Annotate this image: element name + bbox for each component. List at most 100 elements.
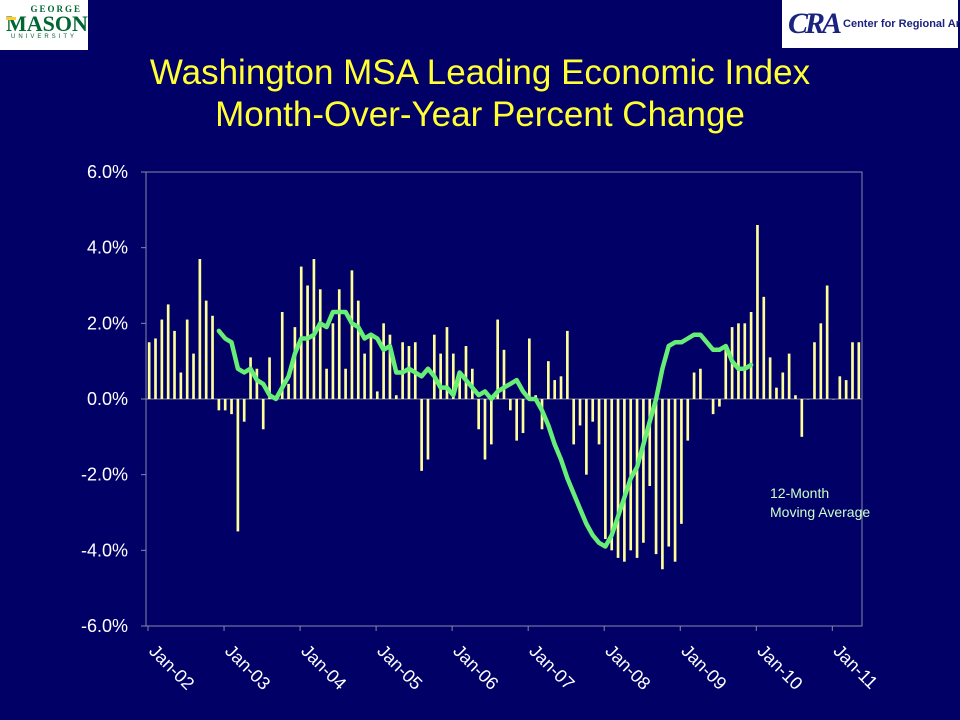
bar bbox=[775, 387, 778, 399]
bar bbox=[680, 399, 683, 524]
bar bbox=[451, 353, 455, 399]
logo-accent-bar bbox=[6, 17, 16, 20]
bar bbox=[217, 399, 221, 411]
logo-left-sub: UNIVERSITY bbox=[10, 34, 77, 40]
bar bbox=[306, 285, 309, 399]
x-tick-label: Jan-11 bbox=[829, 641, 881, 693]
bar bbox=[509, 399, 512, 411]
annotation-line: 12-Month bbox=[770, 485, 829, 501]
bar bbox=[147, 342, 151, 399]
bar bbox=[198, 259, 202, 399]
bar bbox=[566, 330, 569, 399]
y-tick-label: -2.0% bbox=[81, 465, 128, 485]
bar bbox=[787, 353, 791, 399]
y-axis: 6.0% 4.0% 2.0% 0.0% -2.0% -4.0% -6.0% bbox=[81, 162, 862, 636]
x-tick-label: Jan-06 bbox=[449, 641, 502, 694]
bar bbox=[813, 342, 816, 399]
bar bbox=[160, 319, 164, 399]
bar bbox=[705, 399, 709, 400]
george-mason-logo: GEORGE MASON UNIVERSITY bbox=[0, 0, 88, 50]
bar bbox=[623, 399, 626, 562]
bar bbox=[337, 289, 341, 399]
bar bbox=[287, 383, 290, 399]
bar bbox=[166, 304, 170, 399]
cra-name: Center for Regional Analysis bbox=[843, 18, 960, 30]
bar bbox=[686, 399, 690, 441]
bar bbox=[407, 346, 411, 399]
bar bbox=[318, 289, 322, 399]
bar bbox=[173, 330, 176, 399]
cra-logo: CRA Center for Regional Analysis bbox=[782, 0, 960, 48]
bar bbox=[242, 399, 246, 422]
bar bbox=[800, 399, 804, 437]
bar bbox=[464, 346, 468, 399]
bar bbox=[711, 399, 715, 415]
bar bbox=[724, 346, 728, 399]
y-tick-label: 6.0% bbox=[87, 162, 128, 182]
x-tick-label: Jan-08 bbox=[601, 641, 654, 694]
bar bbox=[375, 391, 379, 399]
x-tick-label: Jan-02 bbox=[145, 641, 198, 694]
x-tick-label: Jan-10 bbox=[753, 641, 806, 694]
bar bbox=[749, 311, 753, 399]
bar bbox=[445, 327, 449, 399]
bar bbox=[211, 315, 214, 399]
bar bbox=[432, 334, 436, 399]
annotation-line: Moving Average bbox=[770, 504, 870, 520]
bar bbox=[489, 399, 493, 445]
bar bbox=[293, 327, 297, 399]
bar bbox=[515, 399, 519, 441]
bar bbox=[325, 368, 328, 399]
bar bbox=[661, 399, 664, 570]
bar bbox=[781, 372, 785, 399]
bar bbox=[642, 399, 645, 543]
bar bbox=[483, 399, 487, 460]
logo-left-top: GEORGE bbox=[30, 4, 82, 14]
bar bbox=[737, 323, 740, 399]
chart-title-line-1: Washington MSA Leading Economic Index bbox=[149, 53, 811, 92]
bar bbox=[844, 380, 848, 399]
bar bbox=[344, 368, 347, 399]
bar bbox=[756, 224, 759, 399]
y-tick-label: -6.0% bbox=[81, 616, 128, 636]
bar bbox=[369, 334, 373, 399]
bar bbox=[648, 399, 652, 487]
bar bbox=[597, 399, 601, 445]
bar bbox=[439, 353, 442, 399]
bar bbox=[559, 376, 563, 399]
x-tick-label: Jan-05 bbox=[373, 641, 426, 694]
x-tick-label: Jan-03 bbox=[221, 641, 274, 694]
bar bbox=[528, 338, 531, 399]
x-tick-label: Jan-04 bbox=[297, 641, 350, 694]
moving-average-line bbox=[216, 309, 754, 549]
bar bbox=[585, 399, 588, 475]
bar bbox=[832, 399, 835, 400]
bar bbox=[230, 399, 233, 415]
bar bbox=[851, 342, 854, 399]
bar bbox=[356, 300, 360, 399]
x-tick-label: Jan-07 bbox=[525, 641, 578, 694]
bar bbox=[673, 399, 677, 562]
bar bbox=[502, 349, 506, 399]
chart-title: Washington MSA Leading Economic Index Mo… bbox=[0, 52, 960, 136]
bar bbox=[268, 357, 271, 399]
bar bbox=[394, 395, 398, 399]
y-tick-label: -4.0% bbox=[81, 540, 128, 560]
bar bbox=[718, 399, 721, 407]
x-axis: Jan-02 Jan-03 Jan-04 Jan-05 Jan-06 Jan-07 Jan-… bbox=[145, 626, 882, 694]
bar bbox=[692, 372, 696, 399]
bar bbox=[496, 319, 499, 399]
bar bbox=[794, 395, 797, 399]
bar bbox=[654, 399, 658, 555]
bar bbox=[458, 376, 461, 399]
bar bbox=[521, 399, 525, 434]
bar bbox=[857, 342, 861, 399]
bar bbox=[350, 270, 354, 399]
logo-left-main: MASON bbox=[6, 11, 88, 36]
y-tick-label: 2.0% bbox=[87, 313, 128, 333]
y-tick-label: 0.0% bbox=[87, 389, 128, 409]
bar bbox=[604, 399, 607, 539]
bar bbox=[610, 399, 614, 551]
bar bbox=[426, 399, 430, 460]
bar bbox=[280, 311, 284, 399]
